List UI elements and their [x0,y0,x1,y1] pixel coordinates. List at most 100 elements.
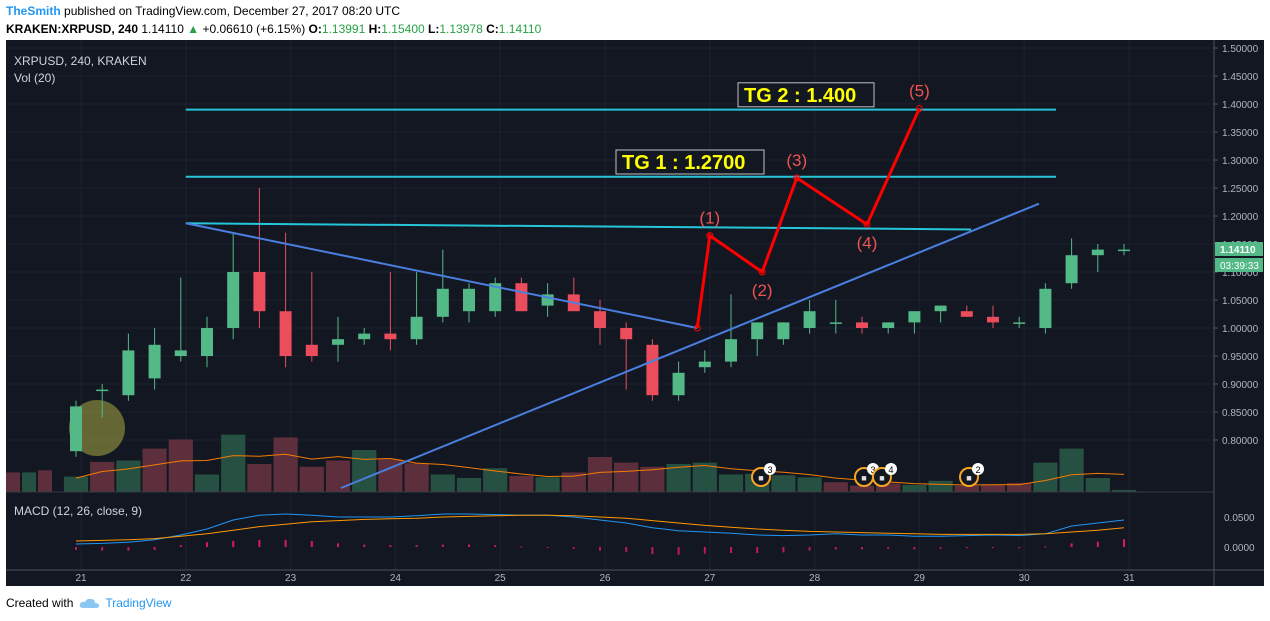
candle-body [751,322,764,340]
volume-bar [299,466,324,492]
price-chart[interactable]: TG 1 : 1.2700 TG 2 : 1.400 (1) (2) (3) (4) (5)… [6,40,1264,586]
volume-bar [247,464,272,492]
price-tick-label: 0.90000 [1222,380,1259,391]
volume-bar [90,461,115,492]
last-price-badge [1215,241,1263,256]
candle-body [70,406,82,452]
macd-histogram-bar [468,544,470,547]
wave-point-marker [693,324,701,332]
macd-histogram-bar [756,547,759,553]
price-tick-label: 1.05000 [1222,296,1259,307]
time-tick-label: 31 [1123,573,1135,584]
candle-body [908,311,921,323]
macd-histogram-bar [389,545,392,547]
wave-label: (5) [909,81,930,100]
event-count-bubble [972,463,984,475]
macd-histogram-bar [337,543,339,547]
candle-body [227,272,240,328]
candles[interactable] [70,188,1130,457]
macd-histogram-bar [730,547,732,553]
time-tick-label: 28 [809,573,821,584]
macd-histogram-bar [310,541,313,547]
macd-histogram-bar [232,541,235,547]
candle-body [829,322,842,324]
macd-histogram-bar [101,547,104,551]
candle-body [201,328,213,356]
open-value: 1.13991 [321,22,366,36]
volume-bar [561,472,586,492]
candle-body [410,316,423,340]
price-tick-label: 1.20000 [1222,212,1259,223]
descending-trendline [185,222,698,329]
volume-bar [797,477,822,492]
macd-histogram-bar [808,547,811,551]
candle-body [253,272,266,312]
author-link[interactable]: TheSmith [6,4,61,18]
price-tick-label: 0.95000 [1222,352,1259,363]
time-tick-label: 24 [390,573,402,584]
volume-bar [535,477,560,492]
candle-body [436,288,449,317]
volume-bar [221,434,246,492]
macd-histogram-bar [494,545,497,547]
event-count: 3 [870,465,875,475]
macd-histogram-bar [651,547,654,555]
created-with-text: Created with [6,596,74,610]
footer: Created with TradingView [6,596,171,610]
volume-bar [823,482,848,492]
volume-bar [6,472,20,492]
volume-bar [692,462,717,492]
macd-histogram-bar [1018,547,1021,549]
event-count: 2 [975,465,980,475]
volume-bar [116,460,141,492]
macd-legend: MACD (12, 26, close, 9) [14,504,142,518]
chart-legend-title: XRPUSD, 240, KRAKEN [14,54,147,68]
macd-histogram-bar [1096,541,1099,547]
price-tick-label: 1.45000 [1222,72,1259,83]
macd-tick-label: 0.0000 [1224,543,1255,554]
candle-body [803,311,816,328]
volume-bar [325,460,351,492]
candle-body [122,350,135,396]
macd-histogram-bar [153,547,156,550]
candle-body [882,322,895,328]
price-tick-label: 1.50000 [1222,44,1259,55]
wave-point-marker [863,220,871,228]
close-value: 1.14110 [498,22,542,36]
target-label-box [615,149,765,175]
chart-axes: 1.50000 1.45000 1.40000 1.35000 1.30000 1.250… [6,40,1264,586]
volume-bar [771,475,796,492]
candle-body [1039,288,1052,328]
macd-histogram-bar [75,547,77,550]
volume-bar [38,470,52,492]
price-tick-label: 1.00000 [1222,324,1259,335]
volume-bar [902,485,927,492]
candle-body [934,305,947,312]
symbol-quote-line: KRAKEN:XRPUSD, 240 1.14110 ▲ +0.06610 (+… [6,22,541,36]
resistance-line [185,222,972,231]
macd-histogram-bar [887,547,890,549]
price-tick-label: 0.80000 [1222,436,1259,447]
volume-bars [6,400,1137,492]
tradingview-link[interactable]: TradingView [79,596,171,610]
volume-bar [928,480,953,492]
candle-body [174,350,187,356]
macd-histogram-bar [782,547,785,553]
macd-histogram-bar [913,547,916,550]
price-tick-label: 0.85000 [1222,408,1259,419]
macd-histogram-bar [677,547,680,555]
price-tick-label: 1.40000 [1222,100,1259,111]
macd-pane [6,491,1264,555]
volume-bar [1007,482,1032,492]
candle-body [358,333,371,340]
drawings[interactable]: TG 1 : 1.2700 TG 2 : 1.400 (1) (2) (3) (4) (5)… [185,81,1056,489]
flag-glyph: ■ [879,473,884,483]
macd-histogram-bar [363,544,366,547]
volume-bar [718,474,744,492]
candle-body [987,316,999,323]
wave-point-marker [793,174,801,182]
event-count-bubble [764,463,776,475]
macd-histogram-bar [258,539,261,547]
brand-text: TradingView [105,596,172,610]
macd-histogram-bar [127,547,130,551]
